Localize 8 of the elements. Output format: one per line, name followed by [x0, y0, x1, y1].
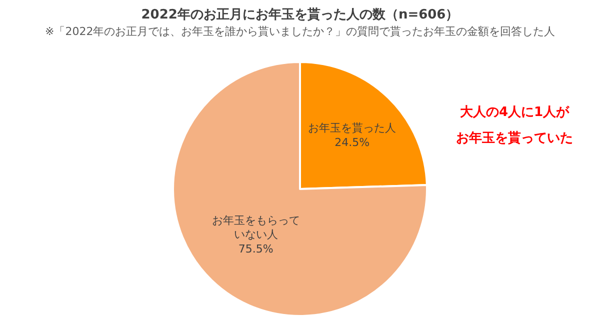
data-label: 75.5% [238, 242, 274, 256]
chart-subtitle: ※「2022年のお正月では、お年玉を誰から貰いましたか？」の質問で貰ったお年玉の金額を回答した人 [45, 25, 556, 38]
text: 大人の4人に1人が [460, 105, 570, 120]
slice-label: お年玉をもらっていない人 [212, 214, 300, 242]
data-label: 24.5% [334, 136, 370, 149]
text: お年玉を貰っていた [456, 130, 573, 146]
chart-title: 2022年のお正月にお年玉を貰った人の数（n=606） [141, 6, 459, 23]
slice-label: お年玉を貰った人 [308, 122, 396, 135]
